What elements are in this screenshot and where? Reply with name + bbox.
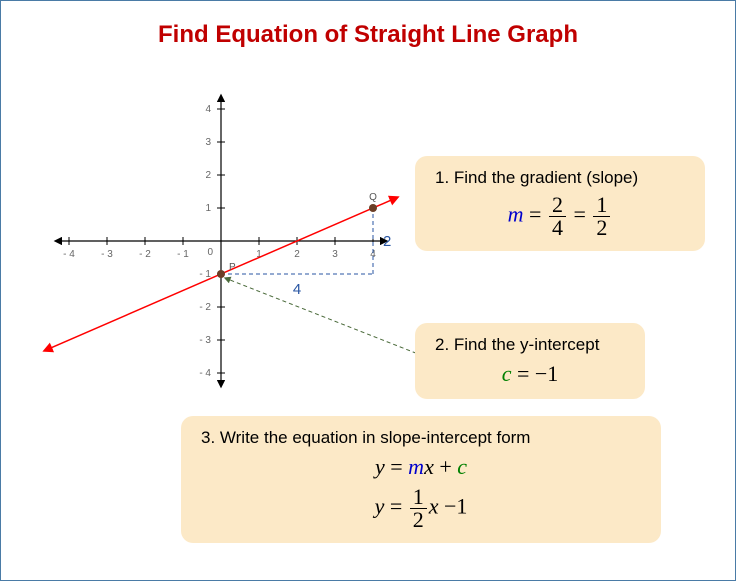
step2-equation: c = −1 — [435, 361, 625, 387]
callout-step2: 2. Find the y-intercept c = −1 — [415, 323, 645, 399]
svg-text:2: 2 — [294, 249, 300, 260]
step3-eq-line2: y = 12x −1 — [201, 486, 641, 531]
step1-text: 1. Find the gradient (slope) — [435, 168, 685, 188]
svg-text:- 2: - 2 — [139, 249, 151, 260]
fraction-2-4: 2 4 — [549, 194, 566, 239]
graph-svg: - 4- 3- 2- 11234- 4- 3- 2- 11234024PQ — [41, 81, 401, 401]
m-variable: m — [508, 202, 524, 227]
svg-text:4: 4 — [293, 281, 301, 298]
callout-step1: 1. Find the gradient (slope) m = 2 4 = 1… — [415, 156, 705, 251]
callout-step3: 3. Write the equation in slope-intercept… — [181, 416, 661, 543]
svg-text:1: 1 — [205, 203, 211, 214]
svg-text:- 4: - 4 — [63, 249, 75, 260]
svg-text:2: 2 — [205, 170, 211, 181]
svg-text:P: P — [229, 262, 236, 273]
m-variable: m — [408, 454, 424, 479]
svg-text:3: 3 — [332, 249, 338, 260]
page-title: Find Equation of Straight Line Graph — [1, 21, 735, 49]
svg-text:- 2: - 2 — [199, 302, 211, 313]
graph-area: - 4- 3- 2- 11234- 4- 3- 2- 11234024PQ — [41, 81, 401, 401]
step3-text: 3. Write the equation in slope-intercept… — [201, 428, 641, 448]
c-variable: c — [502, 361, 512, 386]
fraction-slope: 12 — [410, 486, 427, 531]
c-variable: c — [457, 454, 467, 479]
svg-text:- 3: - 3 — [199, 335, 211, 346]
svg-text:Q: Q — [369, 192, 377, 203]
svg-text:3: 3 — [205, 137, 211, 148]
svg-text:4: 4 — [205, 104, 211, 115]
step1-equation: m = 2 4 = 1 2 — [435, 194, 685, 239]
step3-eq-line1: y = mx + c — [201, 454, 641, 480]
svg-text:2: 2 — [383, 233, 391, 250]
main-container: Find Equation of Straight Line Graph - 4… — [0, 0, 736, 581]
svg-text:0: 0 — [207, 247, 213, 258]
svg-text:- 1: - 1 — [177, 249, 189, 260]
fraction-1-2: 1 2 — [593, 194, 610, 239]
svg-text:- 4: - 4 — [199, 368, 211, 379]
svg-text:- 3: - 3 — [101, 249, 113, 260]
step2-text: 2. Find the y-intercept — [435, 335, 625, 355]
